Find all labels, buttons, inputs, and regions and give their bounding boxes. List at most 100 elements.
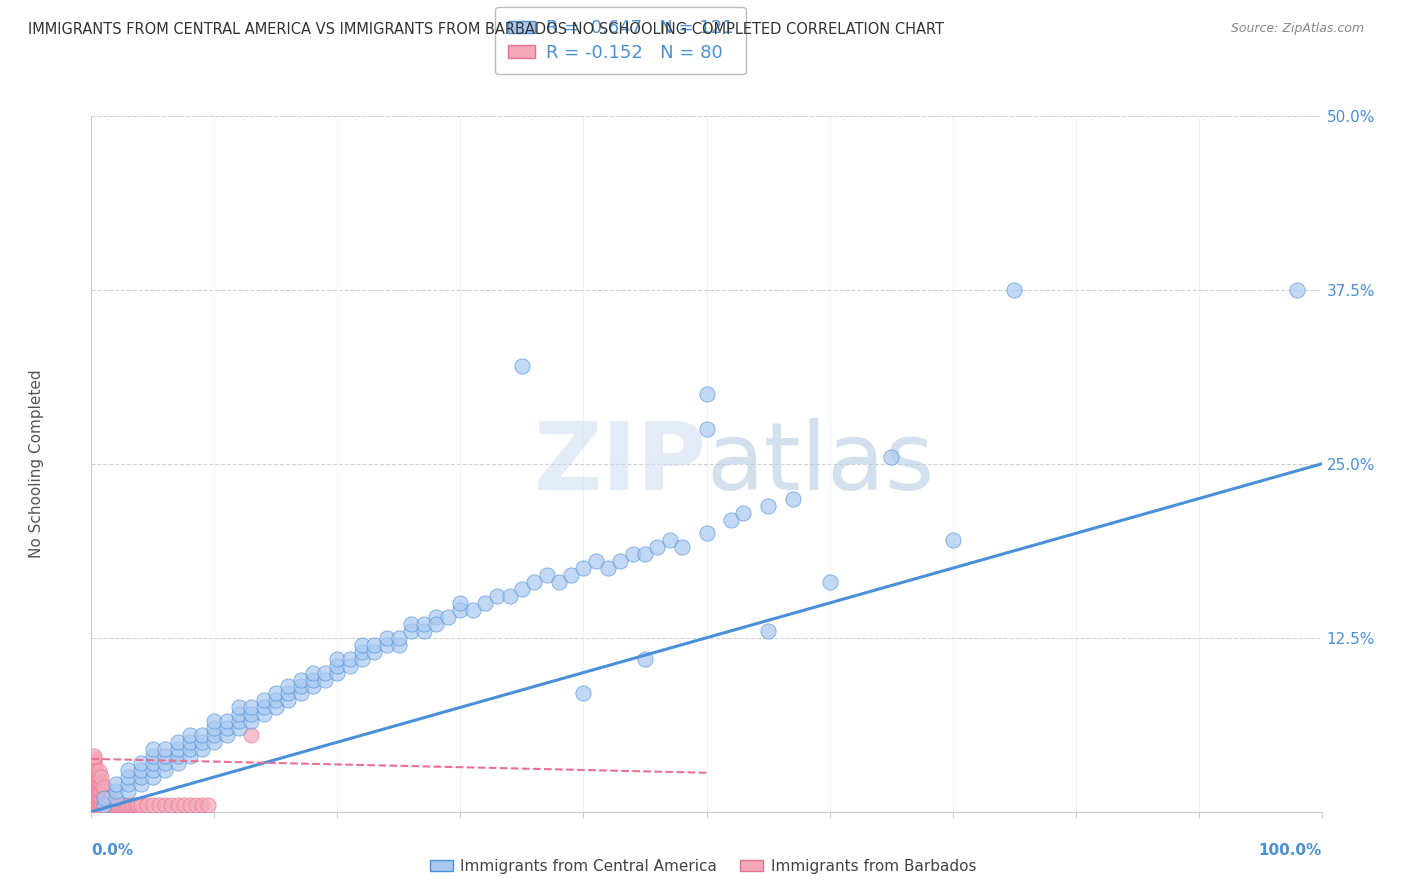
Point xyxy=(197,797,219,812)
Point xyxy=(142,770,165,784)
Point xyxy=(90,790,112,805)
Point xyxy=(129,756,152,770)
Point xyxy=(880,450,903,464)
Point xyxy=(87,794,110,808)
Point xyxy=(83,794,105,808)
Point xyxy=(352,651,374,665)
Point xyxy=(90,770,112,784)
Point xyxy=(363,645,385,659)
Point xyxy=(83,790,105,805)
Legend: Immigrants from Central America, Immigrants from Barbados: Immigrants from Central America, Immigra… xyxy=(423,853,983,880)
Point xyxy=(166,742,188,756)
Point xyxy=(93,780,115,794)
Point xyxy=(449,596,471,610)
Point xyxy=(124,797,146,812)
Point xyxy=(129,763,152,777)
Point xyxy=(166,749,188,764)
Point xyxy=(733,506,755,520)
Point xyxy=(184,797,207,812)
Point xyxy=(253,693,276,707)
Point xyxy=(129,770,152,784)
Point xyxy=(202,721,225,735)
Point xyxy=(87,768,110,782)
Point xyxy=(105,797,127,812)
Point xyxy=(290,686,312,700)
Point xyxy=(83,765,105,780)
Point xyxy=(142,756,165,770)
Point xyxy=(437,610,460,624)
Point xyxy=(135,797,157,812)
Point xyxy=(547,575,569,590)
Point xyxy=(695,387,717,401)
Point xyxy=(264,693,287,707)
Point xyxy=(83,799,105,814)
Point xyxy=(301,665,323,680)
Point xyxy=(148,797,170,812)
Point xyxy=(142,749,165,764)
Point xyxy=(756,624,779,638)
Point xyxy=(83,780,105,794)
Point xyxy=(363,638,385,652)
Point xyxy=(782,491,804,506)
Point xyxy=(87,777,110,791)
Point xyxy=(117,797,139,812)
Point xyxy=(375,638,398,652)
Text: 100.0%: 100.0% xyxy=(1258,843,1322,858)
Point xyxy=(83,777,105,791)
Point xyxy=(83,772,105,786)
Point xyxy=(93,788,115,802)
Point xyxy=(695,422,717,436)
Point xyxy=(1002,283,1025,297)
Point xyxy=(142,797,165,812)
Point xyxy=(191,742,214,756)
Point xyxy=(510,359,533,374)
Point xyxy=(90,784,112,798)
Point xyxy=(153,756,177,770)
Point xyxy=(240,700,263,714)
Point xyxy=(399,624,422,638)
Point xyxy=(166,735,188,749)
Point xyxy=(228,721,250,735)
Point xyxy=(536,568,558,582)
Point xyxy=(87,789,110,804)
Point xyxy=(202,728,225,742)
Point xyxy=(86,772,108,787)
Point xyxy=(572,686,595,700)
Point xyxy=(609,554,631,568)
Point xyxy=(93,790,115,805)
Point xyxy=(117,784,139,798)
Point xyxy=(449,603,471,617)
Point xyxy=(96,790,117,805)
Point xyxy=(560,568,582,582)
Point xyxy=(83,749,105,764)
Point xyxy=(87,785,110,799)
Point xyxy=(301,673,323,687)
Text: Source: ZipAtlas.com: Source: ZipAtlas.com xyxy=(1230,22,1364,36)
Text: IMMIGRANTS FROM CENTRAL AMERICA VS IMMIGRANTS FROM BARBADOS NO SCHOOLING COMPLET: IMMIGRANTS FROM CENTRAL AMERICA VS IMMIG… xyxy=(28,22,943,37)
Point xyxy=(277,680,299,694)
Point xyxy=(339,658,361,673)
Point xyxy=(388,638,411,652)
Point xyxy=(87,802,110,816)
Point xyxy=(253,707,276,722)
Point xyxy=(86,780,108,795)
Point xyxy=(412,624,434,638)
Point xyxy=(264,700,287,714)
Point xyxy=(96,799,117,814)
Text: 0.0%: 0.0% xyxy=(91,843,134,858)
Point xyxy=(572,561,595,575)
Point xyxy=(112,797,135,812)
Point xyxy=(658,533,681,548)
Point xyxy=(240,714,263,729)
Point xyxy=(228,700,250,714)
Point xyxy=(412,616,434,631)
Point xyxy=(83,802,105,816)
Point xyxy=(179,742,201,756)
Point xyxy=(105,790,127,805)
Point xyxy=(153,763,177,777)
Point xyxy=(86,785,108,799)
Point xyxy=(117,777,139,791)
Point xyxy=(399,616,422,631)
Point xyxy=(166,797,188,812)
Point xyxy=(142,742,165,756)
